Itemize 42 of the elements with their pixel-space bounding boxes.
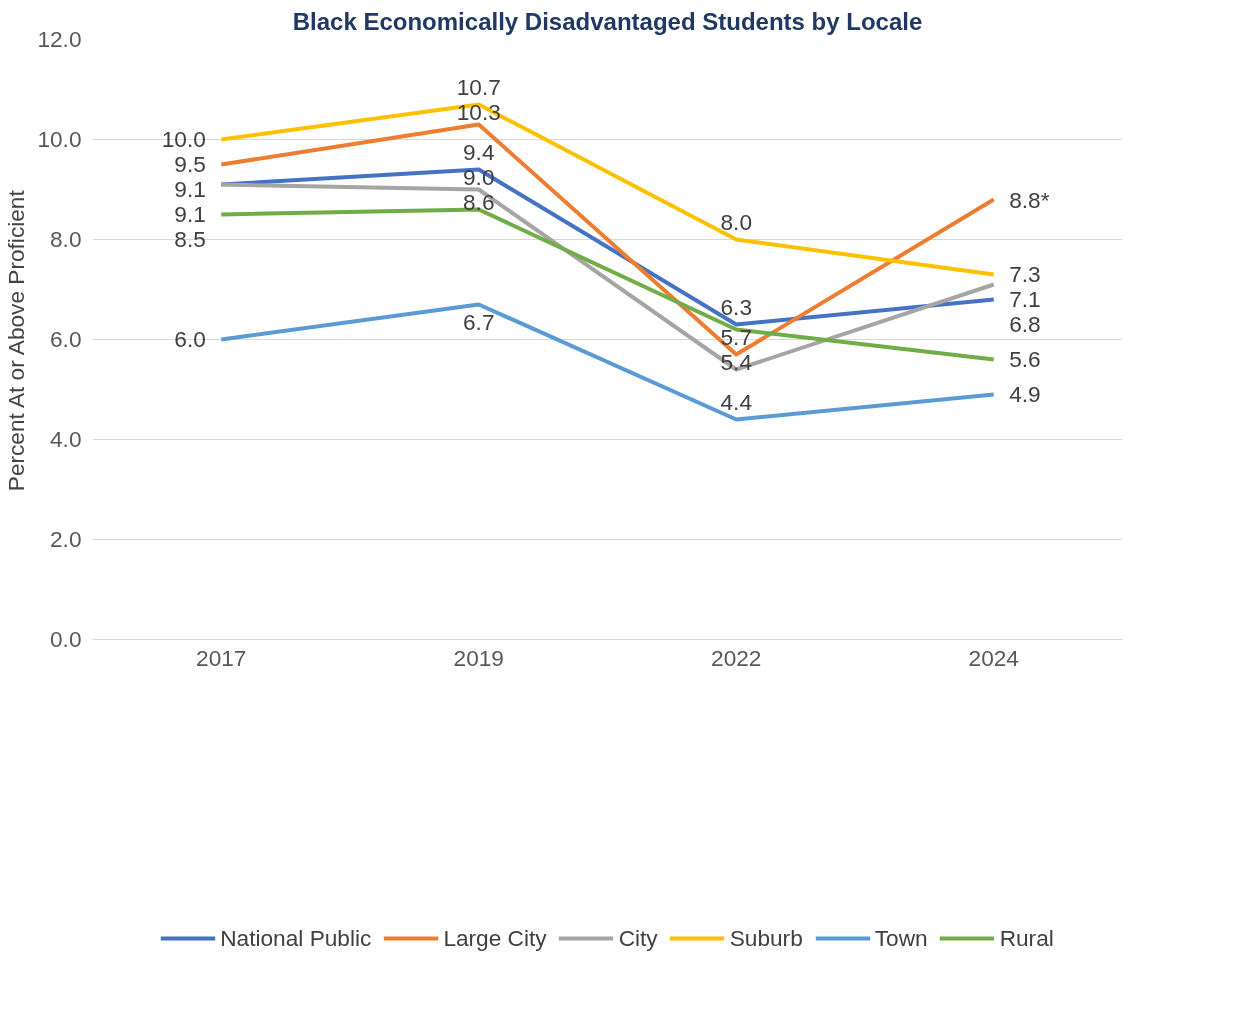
data-label: 6.7 [463,308,495,335]
data-label: 8.0 [720,208,752,235]
data-label: 8.6 [463,188,495,215]
y-axis-title: Percent At or Above Proficient [3,189,30,492]
legend-label: Suburb [729,924,803,952]
y-tick-label: 0.0 [50,626,82,652]
y-tick-label: 6.0 [50,326,82,352]
x-tick-label: 2022 [711,644,762,671]
data-label: 10.0 [161,126,206,152]
data-label: 9.5 [174,151,206,177]
data-label: 9.4 [463,138,495,165]
x-tick-label: 2019 [453,644,504,671]
data-label: 9.1 [174,176,206,202]
y-tick-label: 2.0 [50,526,82,552]
y-tick-label: 10.0 [37,126,82,152]
data-label: 4.9 [1009,381,1041,407]
x-tick-label: 2024 [968,644,1019,671]
data-label: 4.4 [720,388,752,415]
data-label: 10.7 [456,73,501,100]
data-label: 7.1 [1009,286,1041,312]
legend-label: National Public [220,924,372,952]
data-label: 6.3 [720,293,752,320]
y-tick-label: 8.0 [50,226,82,252]
data-label: 8.5 [174,226,206,252]
data-label: 6.8 [1009,311,1041,337]
y-tick-label: 12.0 [37,26,82,52]
legend-label: City [618,924,658,952]
legend-label: Large City [443,924,547,952]
data-label: 9.1 [174,201,206,227]
data-label: 5.6 [1009,346,1041,372]
data-label: 7.3 [1009,261,1041,287]
data-label: 5.4 [720,348,752,375]
data-label: 8.8* [1009,186,1050,213]
y-tick-label: 4.0 [50,426,82,452]
data-label: 6.0 [174,326,206,352]
legend-label: Rural [999,924,1054,952]
line-series [219,102,996,277]
legend-label: Town [874,924,928,952]
line-series [219,302,996,422]
line-series [219,122,996,357]
x-tick-label: 2017 [196,644,247,671]
chart-title: Black Economically Disadvantaged Students by Locale [292,7,923,35]
